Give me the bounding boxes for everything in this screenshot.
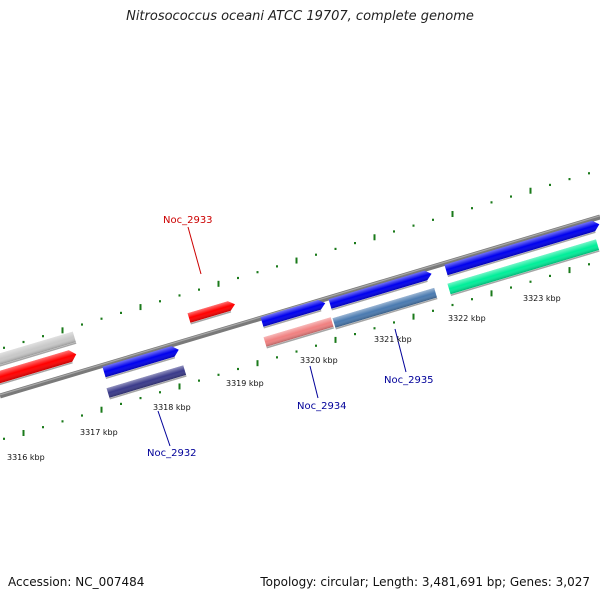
scale-ticks-inner	[3, 263, 590, 440]
kbp-label: 3317 kbp	[80, 428, 118, 437]
gene-feature[interactable]	[444, 219, 600, 277]
kbp-label: 3319 kbp	[226, 379, 264, 388]
gene-noc-2934[interactable]	[263, 317, 335, 349]
gene-noc-2932[interactable]	[106, 365, 187, 400]
gene-feature[interactable]	[0, 349, 78, 388]
gene-feature[interactable]	[102, 344, 180, 379]
gene-noc-2935[interactable]	[332, 287, 438, 330]
gene-feature[interactable]	[0, 331, 77, 369]
gene-label[interactable]: Noc_2932	[147, 448, 197, 459]
gene-feature[interactable]	[260, 298, 327, 329]
accession-text: Accession: NC_007484	[8, 575, 145, 589]
gene-label[interactable]: Noc_2933	[163, 215, 213, 226]
gene-feature[interactable]	[447, 239, 600, 296]
map-title: Nitrosococcus oceani ATCC 19707, complet…	[126, 9, 474, 24]
kbp-label: 3322 kbp	[448, 314, 486, 323]
gene-label[interactable]: Noc_2934	[297, 401, 347, 412]
label-leader-line	[187, 226, 202, 275]
scale-ticks-outer	[3, 172, 590, 349]
kbp-label: 3320 kbp	[300, 356, 338, 365]
kbp-label: 3323 kbp	[523, 294, 561, 303]
kbp-label: 3321 kbp	[374, 335, 412, 344]
genome-summary-text: Topology: circular; Length: 3,481,691 bp…	[260, 575, 590, 589]
label-leader-line	[157, 410, 171, 447]
gene-feature[interactable]	[328, 269, 434, 311]
gene-label[interactable]: Noc_2935	[384, 375, 434, 386]
label-leader-line	[309, 365, 319, 399]
kbp-label: 3318 kbp	[153, 403, 191, 412]
kbp-label: 3316 kbp	[7, 453, 45, 462]
label-leader-line	[394, 328, 407, 373]
gene-noc-2933[interactable]	[187, 299, 237, 325]
